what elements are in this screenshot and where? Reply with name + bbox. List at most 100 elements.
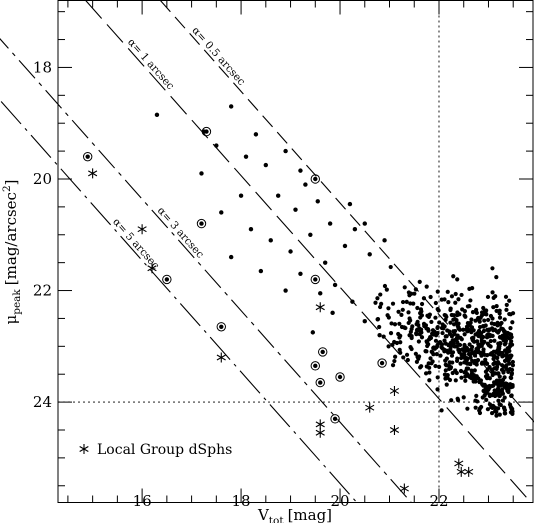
data-point xyxy=(433,315,438,320)
data-point xyxy=(330,310,335,316)
data-point xyxy=(429,361,434,366)
data-point xyxy=(497,374,502,379)
data-point xyxy=(243,154,249,159)
data-point xyxy=(502,406,507,411)
dsph-star-point xyxy=(147,263,157,274)
data-point xyxy=(386,315,391,320)
data-point xyxy=(362,221,367,226)
data-point xyxy=(417,332,422,337)
data-point xyxy=(482,311,487,317)
data-point xyxy=(414,359,420,364)
data-point xyxy=(451,332,457,337)
data-point xyxy=(494,274,499,280)
data-point xyxy=(477,319,482,324)
data-point xyxy=(509,339,514,344)
data-point xyxy=(449,353,455,358)
guide-lines xyxy=(58,0,533,503)
data-point xyxy=(428,356,433,361)
circled-point xyxy=(379,360,385,366)
data-point xyxy=(288,249,293,254)
legend-star-marker xyxy=(79,444,89,454)
data-point xyxy=(453,291,458,297)
dsph-star-point xyxy=(216,352,226,363)
dsph-star-point xyxy=(137,224,147,235)
reference-line-label: α= 0.5 arcsec xyxy=(189,25,247,88)
data-point xyxy=(500,377,506,383)
data-point xyxy=(409,326,414,332)
data-point xyxy=(457,342,463,348)
data-point xyxy=(465,406,470,411)
data-point xyxy=(419,301,425,307)
data-point xyxy=(459,337,464,342)
data-point xyxy=(393,354,398,359)
y-tick-label: 18 xyxy=(33,58,52,76)
data-point xyxy=(455,324,460,329)
data-point xyxy=(450,360,455,365)
data-point xyxy=(491,383,496,388)
data-point xyxy=(390,342,395,347)
data-point xyxy=(253,132,259,137)
data-point xyxy=(464,346,469,351)
x-tick-label: 18 xyxy=(232,492,251,510)
data-point xyxy=(474,393,479,398)
data-point xyxy=(490,369,495,374)
data-point xyxy=(442,297,447,302)
data-point xyxy=(439,408,444,413)
data-point xyxy=(398,340,403,345)
data-point xyxy=(483,391,488,396)
data-point xyxy=(477,379,482,385)
data-point xyxy=(466,352,472,357)
data-point xyxy=(508,325,513,331)
data-point xyxy=(413,287,418,292)
data-point xyxy=(461,327,466,332)
data-point xyxy=(481,305,486,311)
circled-point xyxy=(199,221,204,226)
data-point xyxy=(419,335,425,340)
data-point xyxy=(494,349,499,354)
data-point xyxy=(509,353,514,358)
data-point xyxy=(378,304,383,310)
data-point xyxy=(422,323,427,329)
data-point xyxy=(388,264,393,270)
data-point xyxy=(435,387,440,392)
data-point xyxy=(470,285,475,291)
data-point xyxy=(283,288,288,293)
data-point xyxy=(455,340,460,345)
data-point xyxy=(495,386,501,391)
reference-line xyxy=(0,38,412,503)
data-point xyxy=(494,329,499,334)
data-point xyxy=(377,332,382,338)
data-point xyxy=(508,410,513,415)
data-point xyxy=(465,320,470,326)
data-point xyxy=(494,303,499,309)
data-point xyxy=(507,311,512,317)
circled-point-ring xyxy=(196,218,207,229)
reference-line xyxy=(85,0,532,503)
data-point xyxy=(407,333,412,338)
data-point xyxy=(449,398,454,403)
data-point xyxy=(258,268,264,274)
data-point xyxy=(510,359,515,365)
circled-point-ring xyxy=(82,151,93,162)
dsph-star-point xyxy=(456,466,466,477)
data-point xyxy=(406,290,411,295)
data-point xyxy=(496,352,502,357)
data-point xyxy=(315,199,320,204)
dsph-star-point xyxy=(454,458,464,469)
data-point xyxy=(482,318,487,323)
x-tick-label: 22 xyxy=(429,492,448,510)
ticks xyxy=(58,0,533,503)
data-point xyxy=(424,364,429,369)
data-point xyxy=(462,355,467,361)
data-point xyxy=(318,291,323,296)
data-point xyxy=(347,201,353,207)
data-point xyxy=(398,333,403,338)
data-point xyxy=(496,398,501,403)
data-point xyxy=(405,357,410,363)
data-point xyxy=(497,412,502,417)
data-point xyxy=(496,406,501,411)
data-point xyxy=(463,378,468,383)
data-point xyxy=(482,382,487,387)
data-point xyxy=(454,344,459,349)
data-point xyxy=(508,384,513,389)
